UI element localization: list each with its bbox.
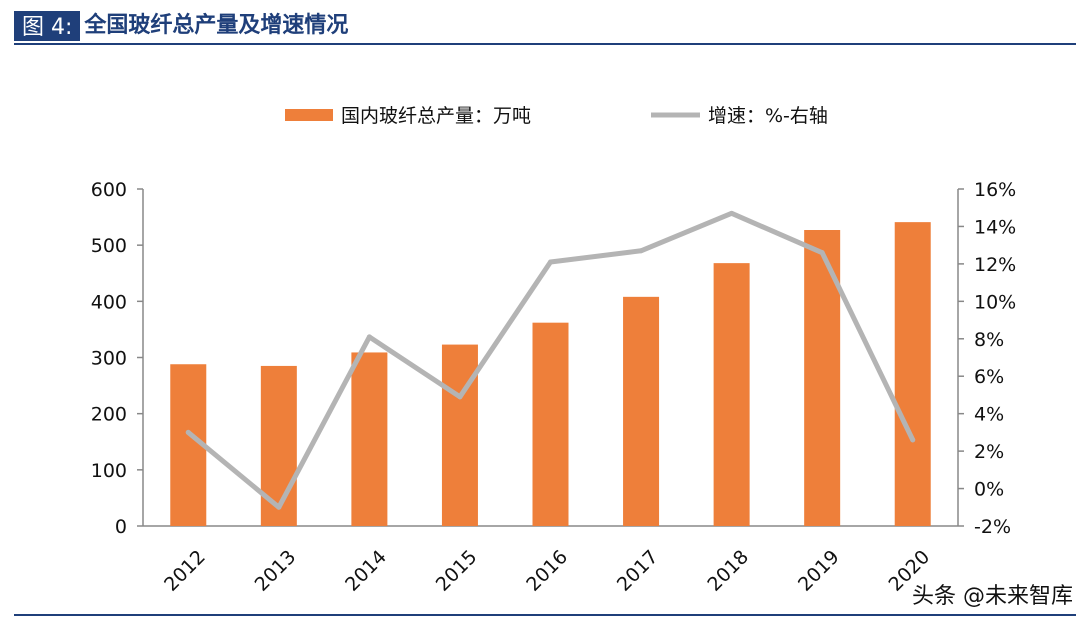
left-tick-label: 500 [91, 235, 127, 257]
growth-point-2017 [638, 248, 644, 254]
bar-series [170, 222, 931, 527]
right-tick-label: 4% [974, 404, 1004, 426]
right-tick-label: 14% [974, 216, 1016, 238]
growth-point-2012 [185, 429, 191, 435]
bar-2015 [441, 344, 478, 526]
right-tick-label: 10% [974, 291, 1016, 313]
growth-point-2018 [729, 210, 735, 216]
growth-point-2013 [276, 504, 282, 510]
left-tick-label: 0 [115, 516, 127, 538]
x-tick-label: 2014 [341, 546, 391, 596]
growth-point-2015 [457, 394, 463, 400]
x-tick-label: 2015 [432, 546, 482, 596]
left-tick-label: 200 [91, 404, 127, 426]
growth-point-2016 [548, 259, 553, 265]
growth-point-2019 [819, 250, 825, 256]
bar-2018 [713, 263, 750, 526]
left-tick-label: 300 [91, 348, 127, 370]
bar-2017 [623, 296, 660, 526]
legend: 国内玻纤总产量：万吨 增速：%-右轴 [285, 105, 828, 127]
right-tick-label: -2% [974, 516, 1011, 538]
left-tick-label: 400 [91, 291, 127, 313]
x-tick-label: 2012 [160, 546, 210, 596]
x-tick-label: 2013 [251, 546, 301, 596]
growth-point-2014 [366, 334, 372, 340]
legend-bar-label: 国内玻纤总产量：万吨 [341, 105, 531, 127]
line-series [185, 210, 916, 510]
figure-header: 图 4: 全国玻纤总产量及增速情况 [14, 8, 348, 44]
right-tick-label: 0% [974, 479, 1004, 501]
x-tick-label: 2016 [522, 546, 572, 596]
bar-2016 [532, 322, 569, 526]
right-tick-label: 16% [974, 179, 1016, 201]
growth-point-2020 [910, 437, 916, 443]
watermark-text: 头条 @未来智库 [912, 584, 1073, 609]
right-tick-label: 12% [974, 254, 1016, 276]
x-tick-label: 2019 [794, 546, 844, 596]
right-tick-label: 2% [974, 441, 1004, 463]
left-tick-label: 600 [91, 179, 127, 201]
left-tick-label: 100 [91, 460, 127, 482]
figure-title: 全国玻纤总产量及增速情况 [84, 13, 349, 38]
footer-rule [14, 614, 1076, 616]
bar-2020 [894, 222, 931, 526]
bar-2014 [351, 352, 388, 526]
x-tick-label: 2017 [613, 546, 663, 596]
right-tick-label: 8% [974, 329, 1004, 351]
x-tick-label: 2018 [703, 546, 753, 596]
figure-label: 图 4: [14, 11, 81, 41]
right-tick-label: 6% [974, 366, 1004, 388]
legend-bar-swatch [285, 109, 333, 121]
header-rule [14, 43, 1076, 45]
legend-line-label: 增速：%-右轴 [708, 105, 828, 127]
